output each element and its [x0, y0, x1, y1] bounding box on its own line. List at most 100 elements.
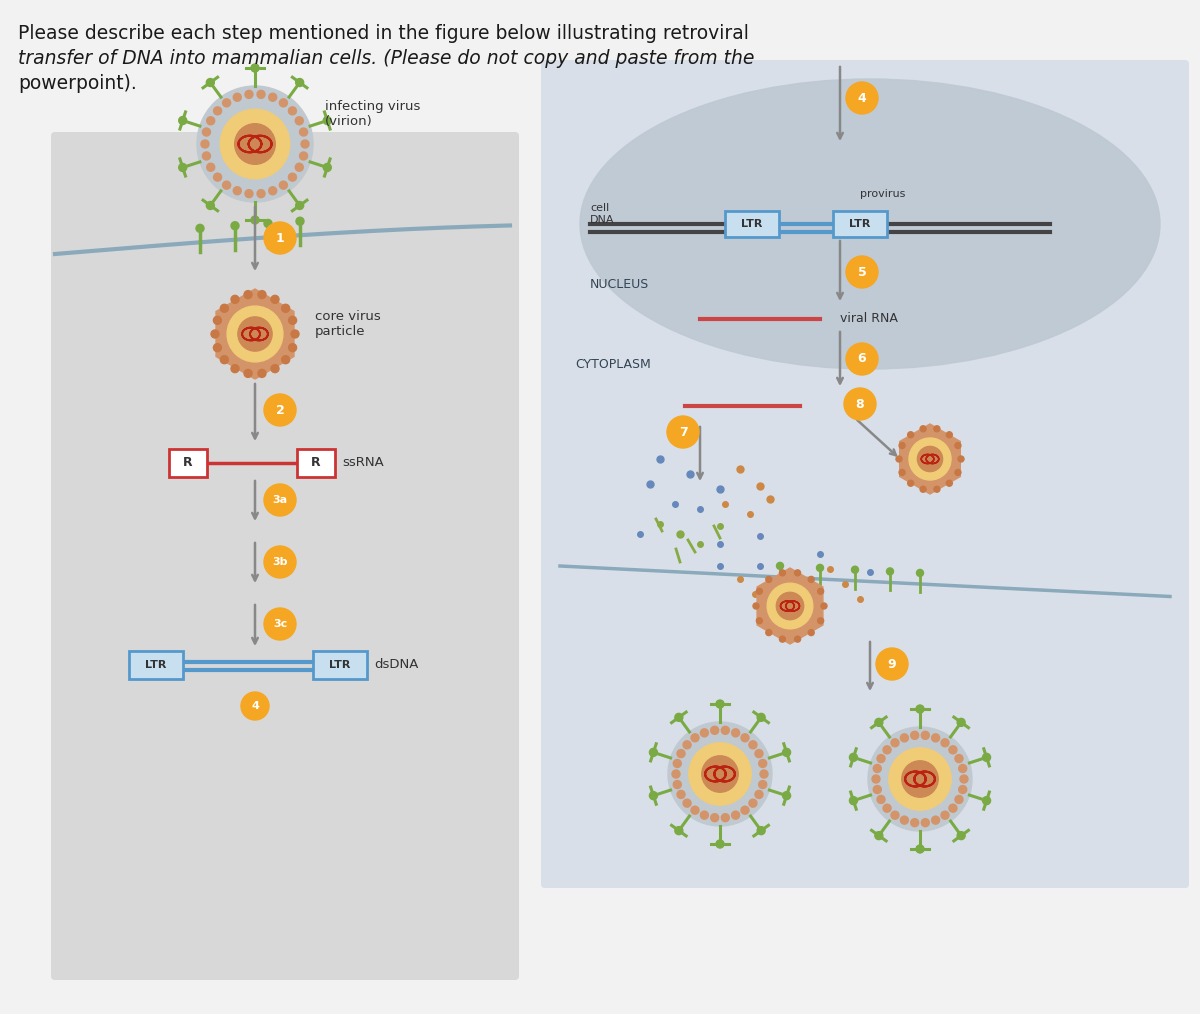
Circle shape [821, 603, 827, 609]
Circle shape [280, 98, 288, 106]
Circle shape [701, 729, 708, 737]
Circle shape [702, 755, 738, 792]
Circle shape [221, 110, 290, 178]
Text: LTR: LTR [145, 660, 167, 670]
Circle shape [295, 202, 304, 210]
Circle shape [214, 106, 222, 115]
Circle shape [673, 759, 682, 768]
Ellipse shape [580, 79, 1160, 369]
Circle shape [264, 484, 296, 516]
Circle shape [955, 469, 961, 476]
Circle shape [958, 831, 965, 840]
Text: 2: 2 [276, 404, 284, 417]
Circle shape [749, 741, 757, 748]
Circle shape [907, 432, 913, 438]
Circle shape [758, 781, 767, 789]
Text: viral RNA: viral RNA [840, 312, 898, 325]
Circle shape [959, 765, 967, 773]
Circle shape [876, 648, 908, 680]
Circle shape [922, 818, 929, 826]
Text: 4: 4 [251, 701, 259, 711]
Circle shape [206, 163, 215, 171]
Circle shape [691, 734, 700, 742]
Circle shape [269, 187, 277, 195]
Circle shape [941, 739, 949, 746]
Circle shape [918, 446, 943, 472]
Text: core virus
particle: core virus particle [314, 310, 380, 338]
Circle shape [288, 106, 296, 115]
Circle shape [983, 797, 990, 805]
Polygon shape [216, 289, 294, 379]
Circle shape [947, 432, 953, 438]
Circle shape [782, 748, 791, 756]
Circle shape [238, 317, 272, 351]
Circle shape [850, 797, 858, 805]
FancyBboxPatch shape [313, 651, 367, 679]
Circle shape [683, 741, 691, 748]
Circle shape [911, 818, 919, 826]
Circle shape [920, 426, 926, 432]
Circle shape [949, 804, 956, 812]
Circle shape [257, 190, 265, 198]
Text: Please describe each step mentioned in the figure below illustrating retroviral: Please describe each step mentioned in t… [18, 24, 749, 43]
Circle shape [907, 481, 913, 487]
Circle shape [721, 813, 730, 821]
Circle shape [766, 630, 772, 636]
Circle shape [874, 765, 881, 773]
Circle shape [271, 365, 278, 372]
Circle shape [877, 795, 886, 803]
Circle shape [740, 734, 749, 742]
Polygon shape [900, 424, 960, 494]
Text: 3b: 3b [272, 557, 288, 567]
Circle shape [756, 618, 762, 624]
Circle shape [301, 140, 310, 148]
Circle shape [241, 692, 269, 720]
Circle shape [233, 187, 241, 195]
FancyBboxPatch shape [169, 449, 208, 477]
Circle shape [300, 128, 307, 136]
Text: CYTOPLASM: CYTOPLASM [575, 358, 650, 370]
Circle shape [960, 775, 968, 783]
Circle shape [883, 746, 892, 753]
Text: 5: 5 [858, 266, 866, 279]
Circle shape [673, 781, 682, 789]
Circle shape [983, 753, 990, 762]
Circle shape [649, 792, 658, 800]
Circle shape [710, 726, 719, 734]
Circle shape [323, 117, 331, 125]
Circle shape [230, 295, 239, 303]
Circle shape [780, 636, 786, 642]
Circle shape [258, 291, 266, 298]
Text: 9: 9 [888, 657, 896, 670]
Circle shape [872, 775, 880, 783]
Circle shape [794, 636, 800, 642]
Circle shape [292, 330, 299, 338]
Circle shape [214, 316, 222, 324]
Circle shape [955, 795, 962, 803]
Circle shape [230, 365, 239, 372]
Circle shape [910, 438, 952, 480]
Circle shape [649, 748, 658, 756]
Circle shape [689, 743, 751, 805]
Circle shape [782, 792, 791, 800]
Circle shape [758, 759, 767, 768]
Circle shape [264, 546, 296, 578]
Circle shape [875, 718, 883, 726]
Circle shape [282, 356, 289, 364]
Text: cell
DNA: cell DNA [590, 203, 614, 225]
Circle shape [892, 811, 899, 819]
Circle shape [808, 576, 814, 582]
Text: LTR: LTR [742, 219, 763, 229]
Circle shape [203, 152, 210, 160]
Circle shape [757, 826, 766, 835]
Circle shape [282, 304, 289, 312]
Circle shape [206, 78, 215, 86]
Circle shape [683, 799, 691, 807]
Circle shape [755, 749, 763, 757]
Circle shape [760, 770, 768, 778]
Circle shape [846, 256, 878, 288]
Circle shape [955, 754, 962, 763]
FancyBboxPatch shape [298, 449, 335, 477]
Circle shape [672, 770, 680, 778]
Circle shape [934, 487, 940, 492]
